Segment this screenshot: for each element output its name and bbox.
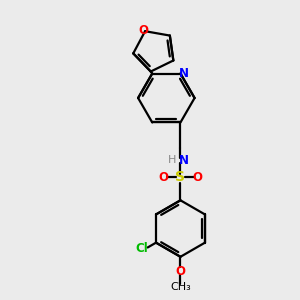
Text: Cl: Cl xyxy=(136,242,148,256)
Text: O: O xyxy=(176,265,185,278)
Text: O: O xyxy=(158,171,168,184)
Text: H: H xyxy=(168,155,176,165)
Text: N: N xyxy=(179,67,189,80)
Text: S: S xyxy=(176,170,185,184)
Text: O: O xyxy=(139,24,148,37)
Text: CH₃: CH₃ xyxy=(170,282,191,292)
Text: N: N xyxy=(179,154,189,167)
Text: O: O xyxy=(193,171,203,184)
